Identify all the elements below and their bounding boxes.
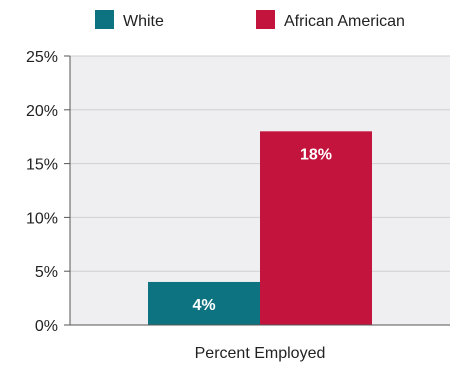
data-label: 18% [300,146,332,163]
data-label: 4% [192,297,215,314]
y-tick-label: 25% [26,49,58,66]
x-category-label: Percent Employed [195,345,326,362]
bars: 4% 18% [148,131,372,325]
y-tick-label: 10% [26,210,58,227]
legend-label: African American [284,13,405,30]
y-axis: 0% 5% 10% 15% 20% 25% [26,49,71,335]
bar-african-american [260,131,372,325]
bar-white [148,281,260,325]
legend-swatch [95,10,114,29]
y-tick-label: 20% [26,103,58,120]
y-tick-label: 15% [26,157,58,174]
y-tick-label: 0% [35,318,58,335]
legend: White African American [95,10,405,30]
y-tick-label: 5% [35,264,58,281]
x-axis: Percent Employed [70,324,450,362]
legend-label: White [123,13,164,30]
legend-swatch [256,10,275,29]
